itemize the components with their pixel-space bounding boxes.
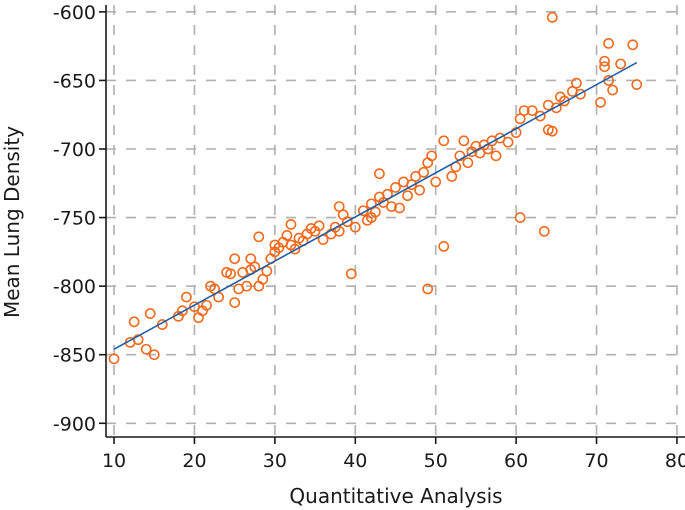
y-tick-label: -750 xyxy=(53,208,96,230)
data-point xyxy=(313,220,325,232)
data-point xyxy=(534,110,546,122)
data-point xyxy=(394,202,405,214)
x-tick-label: 30 xyxy=(263,450,287,472)
data-point xyxy=(176,305,188,317)
data-point xyxy=(229,253,241,265)
trend-line xyxy=(113,61,638,350)
data-point xyxy=(438,240,450,252)
y-tick-label: -850 xyxy=(53,345,96,367)
data-point xyxy=(414,184,426,196)
data-point xyxy=(181,291,192,303)
data-point xyxy=(518,105,530,116)
data-point xyxy=(422,157,434,169)
y-tick-label: -650 xyxy=(53,70,96,92)
data-point xyxy=(575,88,586,100)
data-point xyxy=(386,201,397,212)
y-tick-label: -700 xyxy=(53,139,96,161)
data-point xyxy=(458,135,470,147)
data-point xyxy=(245,253,257,265)
data-point xyxy=(426,150,438,162)
x-tick-label: 50 xyxy=(424,450,448,472)
y-tick-label: -600 xyxy=(53,2,96,24)
data-point xyxy=(108,353,120,365)
data-point xyxy=(462,157,474,169)
data-point xyxy=(148,349,160,361)
axis-ticks: -600 -650 -700 -750 -800 -850 -900 10 20 30 40 50 60… xyxy=(53,2,685,472)
data-point xyxy=(438,135,450,147)
data-point xyxy=(631,79,643,90)
data-point xyxy=(140,343,152,355)
data-point xyxy=(225,268,237,280)
data-point xyxy=(345,268,357,280)
data-point xyxy=(514,113,526,125)
data-point xyxy=(241,280,253,292)
data-point xyxy=(430,176,442,188)
data-point xyxy=(418,166,430,178)
data-point xyxy=(253,231,265,243)
data-point xyxy=(261,265,273,277)
data-point xyxy=(333,225,345,237)
data-point xyxy=(526,105,538,116)
data-point xyxy=(490,150,502,162)
data-point xyxy=(132,334,144,346)
data-point xyxy=(193,312,204,324)
data-point xyxy=(599,55,610,67)
data-point xyxy=(607,84,619,96)
x-tick-label: 80 xyxy=(665,450,685,472)
data-point xyxy=(402,190,413,202)
data-point xyxy=(349,221,361,233)
y-tick-label: -900 xyxy=(53,413,96,435)
data-point xyxy=(446,171,458,182)
x-tick-label: 20 xyxy=(182,450,206,472)
data-point xyxy=(406,179,417,191)
data-point xyxy=(257,273,269,285)
axes xyxy=(105,5,685,438)
y-tick-label: -800 xyxy=(53,276,96,298)
data-point xyxy=(128,316,140,328)
data-point xyxy=(538,225,550,237)
data-point xyxy=(502,136,514,148)
data-point xyxy=(571,77,582,89)
data-point xyxy=(144,308,156,319)
data-point xyxy=(201,299,212,311)
data-point xyxy=(289,243,301,255)
x-tick-label: 70 xyxy=(584,450,608,472)
data-point xyxy=(550,102,562,114)
x-tick-label: 10 xyxy=(102,450,126,472)
data-point xyxy=(369,206,381,218)
data-point xyxy=(285,219,297,230)
x-tick-label: 40 xyxy=(343,450,367,472)
data-point xyxy=(374,168,385,180)
data-point xyxy=(595,96,606,108)
data-point xyxy=(546,125,558,137)
data-point xyxy=(337,209,349,221)
data-point xyxy=(390,181,401,193)
x-axis-title: Quantitative Analysis xyxy=(289,484,502,508)
data-point xyxy=(603,38,615,49)
grid-lines xyxy=(106,5,685,437)
data-point xyxy=(627,39,639,51)
data-point xyxy=(341,216,353,228)
data-point xyxy=(333,201,345,212)
data-point xyxy=(422,283,434,295)
data-point xyxy=(281,229,293,241)
data-point xyxy=(546,11,558,23)
data-point xyxy=(599,61,610,73)
data-point xyxy=(229,297,241,308)
data-point xyxy=(558,95,570,107)
data-points xyxy=(108,11,643,365)
data-point xyxy=(514,212,526,223)
y-axis-title: Mean Lung Density xyxy=(0,126,24,318)
x-tick-label: 60 xyxy=(504,450,528,472)
data-point xyxy=(615,58,627,70)
